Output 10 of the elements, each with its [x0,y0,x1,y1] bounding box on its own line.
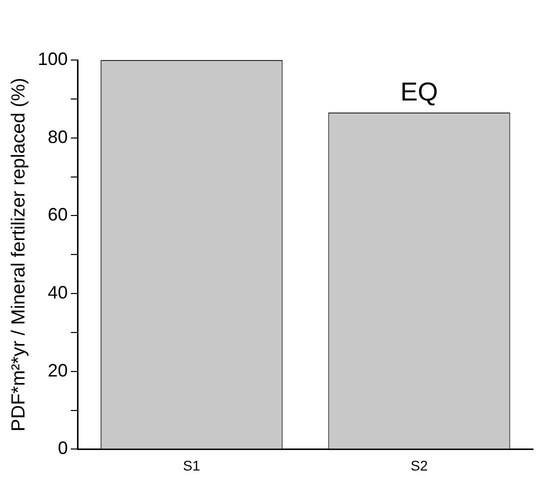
annotation: EQ [400,76,438,107]
y-tick-label: 100 [38,48,68,69]
y-tick-label: 0 [58,438,68,458]
y-tick-label: 80 [48,126,68,147]
x-tick-label: S1 [183,457,200,474]
y-tick-label: 20 [48,360,68,380]
y-tick-label: 60 [48,204,68,225]
y-tick-label: 40 [48,282,68,302]
x-tick-label: S2 [410,457,428,474]
y-axis-title: PDF*m²*yr / Mineral fertilizer replaced (%) [8,78,30,432]
